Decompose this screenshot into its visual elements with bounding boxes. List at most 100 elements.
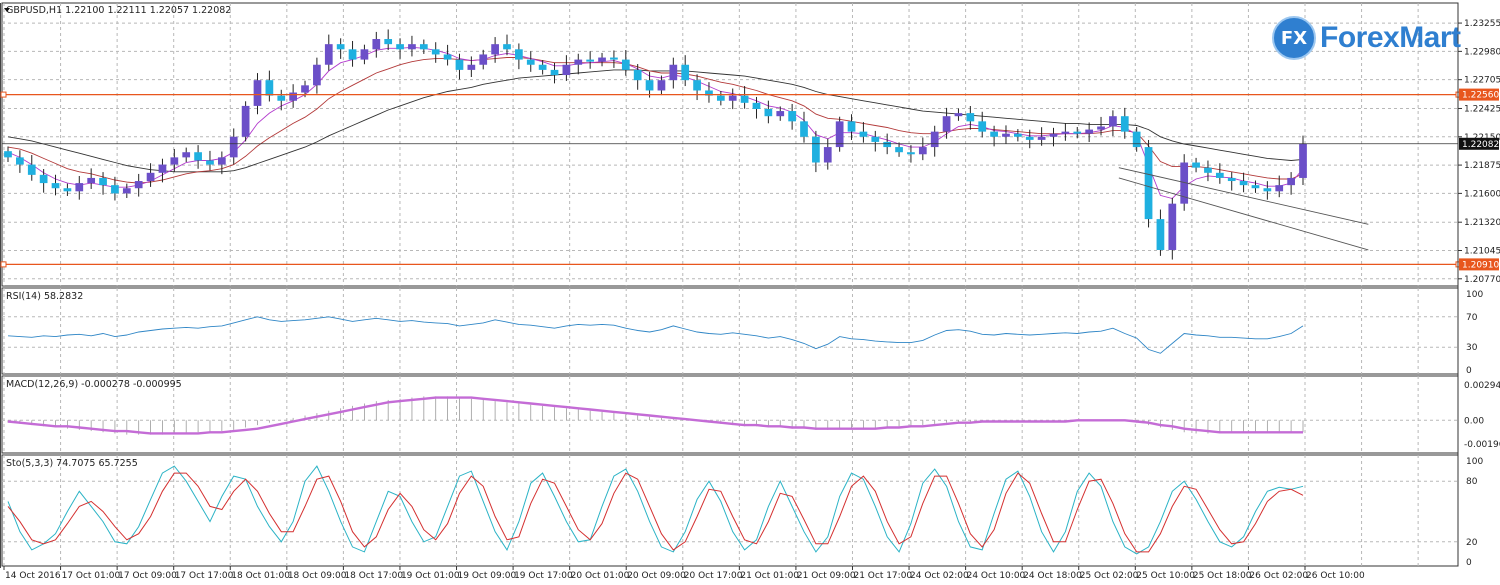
candle-bear [610, 57, 618, 60]
candle-bear [1215, 172, 1224, 178]
candle-bull [182, 152, 191, 158]
logo-badge: FX [1272, 16, 1316, 60]
x-tick-label: 26 Oct 02:00 [1249, 571, 1308, 581]
price-tick-label: 1.20770 [1464, 275, 1500, 285]
candle-bull [324, 44, 333, 65]
candle-bear [895, 147, 903, 153]
candle-bull [75, 183, 84, 192]
level-anchor-1 [0, 261, 7, 268]
panel-frame-2 [1, 375, 1459, 454]
candle-bull [669, 64, 678, 81]
candle-bull [253, 80, 262, 106]
x-tick-label: 25 Oct 18:00 [1193, 571, 1252, 581]
logo-text: ForexMart [1320, 21, 1461, 54]
candle-bear [99, 177, 107, 186]
candle-bear [1156, 219, 1165, 250]
candle-bear [63, 188, 72, 192]
candle-bear [16, 157, 24, 165]
candle-bull [313, 64, 321, 86]
candle-bull [217, 157, 226, 165]
candle-bull [598, 57, 606, 62]
macd-signal-line [7, 396, 1303, 435]
candle-bear [1025, 136, 1034, 140]
rsi-line [7, 316, 1304, 354]
price-tick-label: 1.22425 [1464, 104, 1500, 114]
candle-bear [966, 113, 975, 122]
price-tick-label: 1.22705 [1464, 76, 1500, 86]
candle-bull [87, 177, 96, 184]
x-tick-label: 19 Oct 01:00 [401, 571, 460, 581]
candle-bull [954, 113, 963, 117]
sto-tick-label: 100 [1466, 457, 1483, 467]
trend-channel-line-1 [1118, 177, 1369, 251]
candle-bear [206, 160, 214, 165]
x-tick-label: 17 Oct 17:00 [175, 571, 234, 581]
candle-bear [990, 131, 998, 137]
candle-bull [408, 44, 416, 50]
candle-bull [1002, 133, 1010, 137]
candle-bear [396, 44, 404, 50]
sto-tick-label: 20 [1466, 538, 1478, 548]
sto-tick-label: 80 [1466, 477, 1478, 487]
candle-bear [1192, 162, 1200, 168]
price-tag-bg [1459, 258, 1499, 271]
candle-bear [538, 64, 547, 70]
candle-bear [907, 152, 915, 155]
candle-bear [788, 111, 796, 122]
rsi-tick-label: 70 [1466, 313, 1478, 323]
candle-bear [194, 152, 202, 161]
rsi-tick-label: 100 [1466, 290, 1483, 300]
x-tick-label: 24 Oct 02:00 [910, 571, 969, 581]
candle-bear [871, 136, 880, 142]
candle-bear [1239, 181, 1248, 186]
candle-bear [111, 185, 119, 194]
x-tick-label: 21 Oct 17:00 [853, 571, 912, 581]
candle-bear [277, 95, 286, 101]
sto-title: Sto(5,3,3) 74.7075 65.7255 [6, 458, 138, 469]
candle-bear [503, 44, 511, 50]
candle-bear [586, 59, 595, 62]
candle-bear [526, 59, 535, 65]
candle-bear [1251, 185, 1260, 189]
candle-bull [146, 172, 155, 182]
candle-bull [122, 188, 131, 194]
x-tick-label: 18 Oct 17:00 [344, 571, 403, 581]
candle-bull [1109, 116, 1117, 127]
x-tick-label: 18 Oct 09:00 [288, 571, 347, 581]
candle-bear [1227, 177, 1236, 182]
candle-bull [1275, 185, 1284, 192]
x-tick-label: 24 Oct 18:00 [1023, 571, 1082, 581]
ma-mid-line [7, 57, 1304, 184]
candle-bear [265, 80, 274, 96]
candle-bear [716, 95, 725, 101]
candle-bear [752, 102, 761, 109]
candle-bear [419, 44, 428, 50]
x-tick-label: 19 Oct 17:00 [514, 571, 573, 581]
price-tick-label: 1.23255 [1464, 19, 1500, 29]
candle-bear [645, 80, 654, 91]
candle-bear [51, 183, 60, 189]
candle-bear [1120, 116, 1129, 132]
candle-bear [515, 49, 523, 60]
price-tag-label: 1.22560 [1462, 91, 1499, 101]
candle-bull [1180, 162, 1189, 204]
candle-bear [1073, 131, 1082, 134]
x-tick-label: 25 Oct 10:00 [1136, 571, 1195, 581]
candle-bear [1204, 167, 1212, 173]
x-tick-label: 20 Oct 17:00 [684, 571, 743, 581]
price-tag-label: 1.22082 [1462, 140, 1499, 150]
candle-bull [562, 64, 571, 76]
forexmart-logo: FX ForexMart [1272, 14, 1461, 62]
candle-bull [1287, 177, 1295, 186]
price-tick-label: 1.22980 [1464, 47, 1500, 57]
macd-tick-label: 0.002945 [1464, 381, 1500, 391]
candle-bull [134, 181, 143, 189]
candle-bull [1037, 136, 1046, 140]
x-tick-label: 19 Oct 09:00 [458, 571, 517, 581]
candle-bull [657, 80, 666, 91]
candle-bear [633, 69, 642, 81]
candle-bull [835, 121, 844, 148]
rsi-tick-label: 0 [1466, 366, 1472, 376]
